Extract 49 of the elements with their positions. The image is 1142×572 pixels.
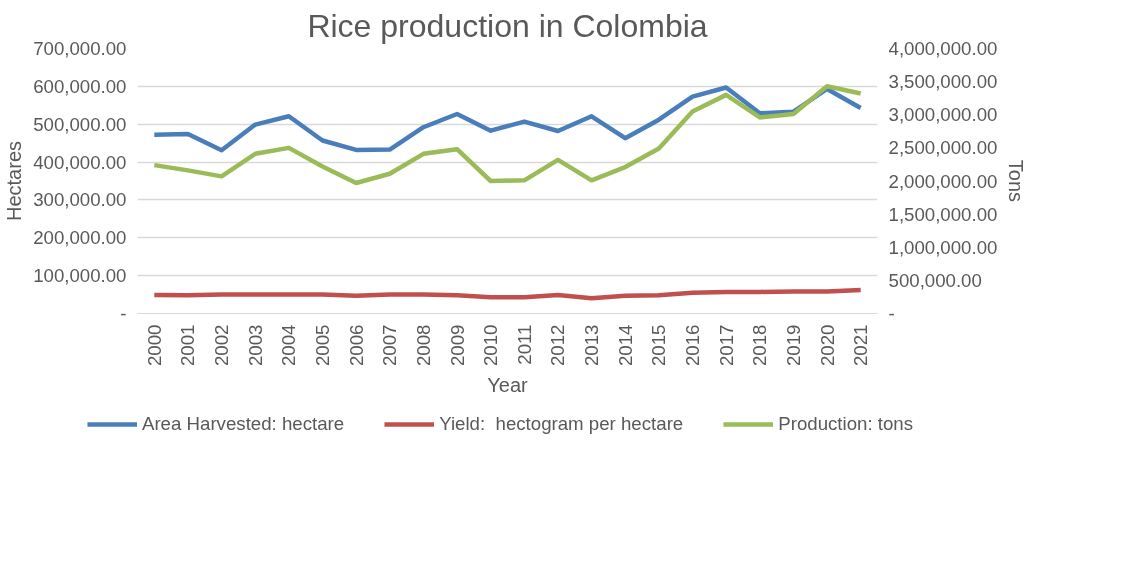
legend-label: Production: tons: [778, 413, 914, 435]
y-tick-label: 200,000.00: [33, 227, 127, 249]
y-tick-label: 700,000.00: [33, 38, 127, 59]
y2-tick-label: 3,000,000.00: [888, 104, 998, 126]
y2-tick-label: 2,500,000.00: [888, 137, 998, 159]
x-tick-label: 2018: [749, 324, 771, 366]
x-tick-label: 2014: [614, 324, 636, 366]
x-tick-label: 2000: [143, 324, 165, 366]
line-series: [152, 84, 863, 186]
x-tick-label: 2013: [581, 324, 603, 366]
y-tick-label: -: [120, 303, 127, 324]
x-tick-label: 2010: [480, 324, 502, 366]
y2-tick-label: 500,000.00: [888, 269, 982, 291]
x-tick-label: 2002: [211, 324, 233, 366]
x-tick-label: 2007: [379, 324, 401, 366]
y2-tick-label: 1,000,000.00: [888, 236, 998, 258]
line-series: [152, 287, 863, 301]
y2-tick-label: -: [888, 303, 895, 324]
x-tick-label: 2015: [648, 324, 670, 366]
legend-label: Yield: hectogram per hectare: [439, 413, 684, 435]
y-axis-title: Hectares: [3, 140, 26, 222]
x-tick-label: 2012: [547, 324, 569, 366]
x-tick-label: 2009: [446, 324, 468, 366]
line-series: [152, 85, 863, 153]
x-tick-label: 2001: [177, 324, 199, 366]
chart-title: Rice production in Colombia: [307, 7, 708, 44]
x-axis-title: Year: [487, 374, 529, 396]
y2-axis-title: Tons: [1005, 159, 1028, 203]
x-tick-label: 2006: [345, 324, 367, 366]
x-tick-label: 2008: [412, 324, 434, 366]
legend-label: Area Harvested: hectare: [141, 413, 345, 435]
y2-tick-label: 3,500,000.00: [888, 71, 998, 93]
y-tick-label: 400,000.00: [33, 151, 127, 173]
x-tick-label: 2020: [816, 324, 838, 366]
y-tick-label: 300,000.00: [33, 189, 127, 211]
x-tick-label: 2021: [850, 324, 872, 366]
y-tick-label: 600,000.00: [33, 75, 127, 97]
y-tick-label: 500,000.00: [33, 113, 127, 135]
x-tick-label: 2016: [682, 324, 703, 366]
x-tick-label: 2003: [244, 324, 266, 366]
x-tick-label: 2019: [782, 324, 804, 366]
y2-tick-label: 2,000,000.00: [888, 170, 998, 192]
x-tick-label: 2017: [715, 324, 737, 366]
y2-tick-label: 1,500,000.00: [888, 203, 998, 225]
x-tick-label: 2011: [513, 324, 535, 365]
x-tick-label: 2005: [312, 324, 333, 366]
x-tick-label: 2004: [278, 324, 300, 366]
y-tick-label: 100,000.00: [33, 265, 127, 287]
y2-tick-label: 4,000,000.00: [888, 38, 998, 59]
